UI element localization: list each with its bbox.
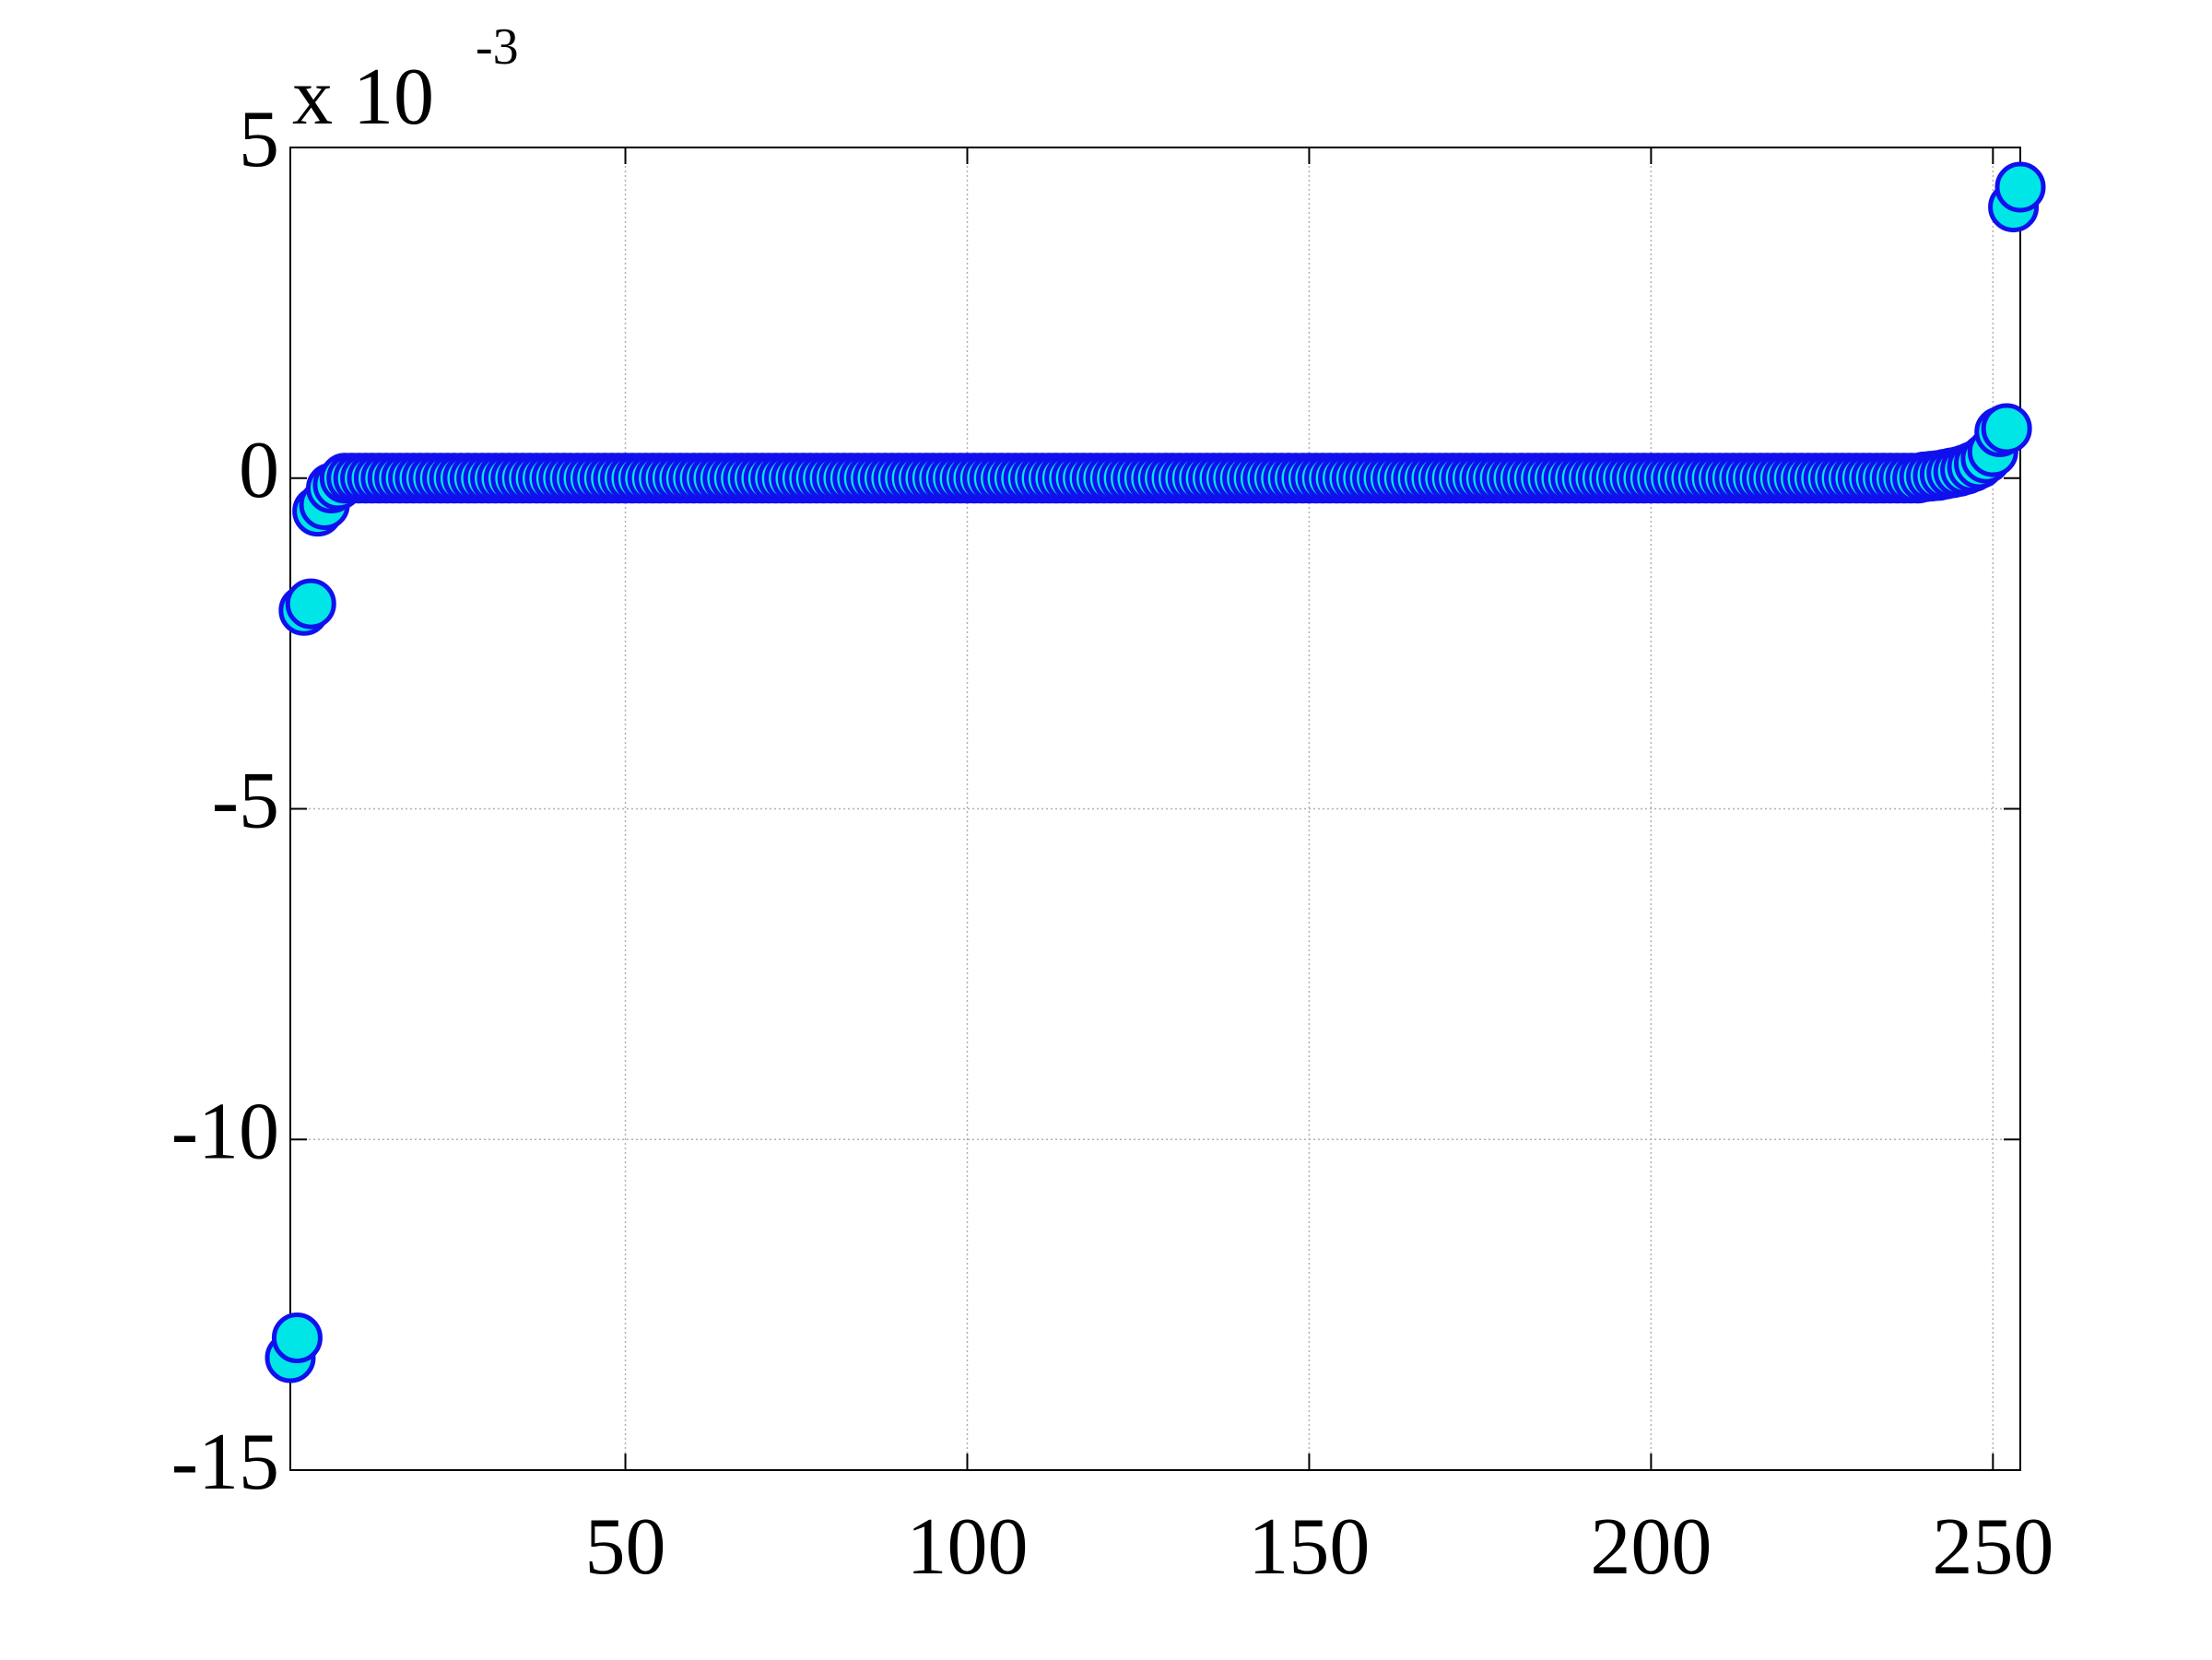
point [1981, 403, 2032, 454]
y-tick-label: -10 [171, 1087, 279, 1176]
x-tick-label: 200 [1590, 1502, 1712, 1592]
y-tick-label: -15 [171, 1418, 279, 1507]
y-tick-label: -5 [212, 757, 279, 846]
y-exponent-power: -3 [476, 18, 519, 76]
point [285, 578, 336, 630]
y-tick-label: 0 [239, 426, 279, 515]
y-exponent-base: x 10 [292, 53, 434, 142]
point [271, 1313, 323, 1363]
point [1994, 161, 2046, 213]
x-tick-label: 250 [1932, 1502, 2053, 1592]
x-tick-label: 150 [1248, 1502, 1370, 1592]
y-tick-label: 5 [239, 95, 279, 184]
x-tick-label: 100 [906, 1502, 1028, 1592]
x-tick-label: 50 [585, 1502, 666, 1592]
plot-frame [289, 147, 2021, 1471]
